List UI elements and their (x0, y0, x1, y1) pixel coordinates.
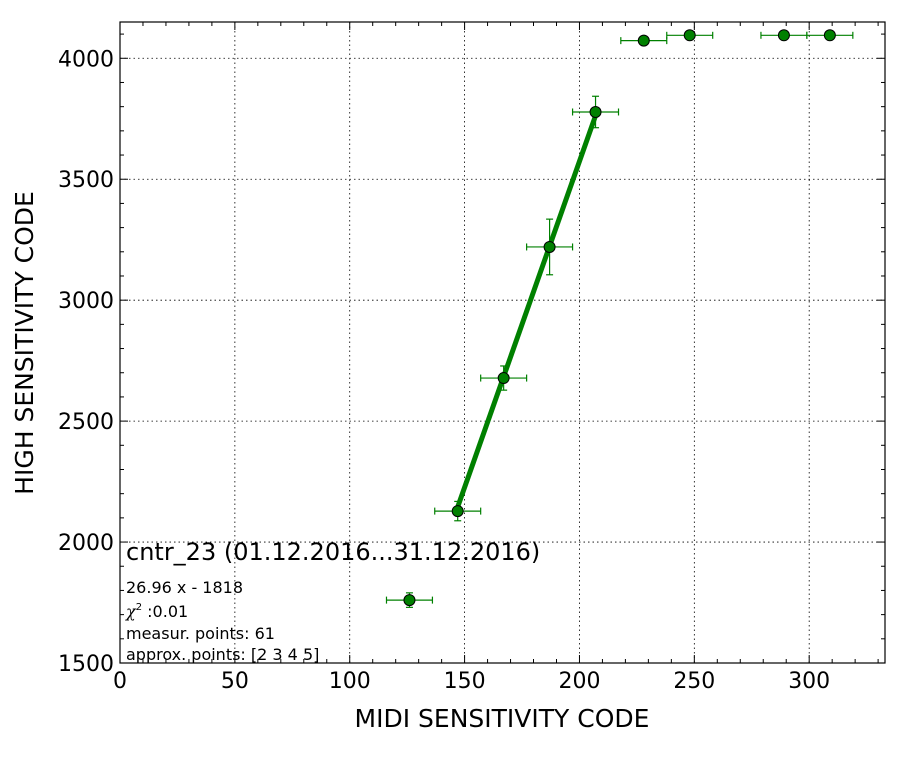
grid (120, 22, 885, 663)
annotation-approx-points: approx. points: [2 3 4 5] (126, 645, 319, 664)
annotation-measur-points: measur. points: 61 (126, 624, 275, 643)
data-point (451, 505, 464, 518)
data-point-group (620, 34, 668, 47)
x-tick-label: 250 (673, 669, 715, 694)
data-point-group (571, 95, 620, 129)
data-point (683, 29, 696, 42)
data-point-group (666, 29, 714, 42)
y-tick-label: 3500 (58, 168, 114, 193)
chi2-superscript: 2 (136, 602, 142, 613)
x-tick-label: 200 (558, 669, 600, 694)
chi2-symbol: χ (125, 602, 137, 621)
annotation-chi2: χ2 :0.01 (125, 602, 188, 621)
data-points (385, 29, 854, 608)
x-tick-label: 50 (221, 669, 249, 694)
data-point (823, 29, 836, 42)
data-point-group (385, 592, 434, 608)
data-point (589, 105, 602, 118)
data-point-group (480, 365, 528, 391)
y-axis-title: HIGH SENSITIVITY CODE (10, 191, 39, 495)
y-tick-label: 3000 (58, 289, 114, 314)
ticks (119, 22, 885, 664)
data-point-group (806, 29, 854, 42)
y-tick-label: 4000 (58, 47, 114, 72)
tick-labels: 0 50 100 150 200 250 300 1500 2000 2500 3000 3500 40… (58, 47, 830, 694)
plot-frame (119, 21, 886, 664)
x-tick-label: 0 (113, 669, 127, 694)
annotation-formula: 26.96 x - 1818 (126, 578, 243, 597)
x-axis-title: MIDI SENSITIVITY CODE (355, 704, 650, 733)
x-tick-label: 300 (788, 669, 830, 694)
chi2-value: :0.01 (142, 602, 188, 621)
annotation: cntr_23 (01.12.2016...31.12.2016) 26.96 … (125, 538, 540, 664)
y-tick-label: 1500 (58, 652, 114, 677)
data-point (403, 594, 416, 607)
y-tick-label: 2500 (58, 410, 114, 435)
fit-line-group (455, 114, 598, 508)
fit-line (455, 114, 598, 508)
x-tick-label: 100 (329, 669, 371, 694)
data-point-group (434, 500, 482, 522)
data-point (543, 240, 556, 253)
data-point (497, 372, 510, 385)
data-point (777, 29, 790, 42)
x-tick-label: 150 (444, 669, 486, 694)
y-tick-label: 2000 (58, 531, 114, 556)
data-point (637, 34, 650, 47)
data-point-group (760, 29, 808, 42)
data-point-group (526, 218, 574, 276)
annotation-title: cntr_23 (01.12.2016...31.12.2016) (126, 538, 540, 566)
